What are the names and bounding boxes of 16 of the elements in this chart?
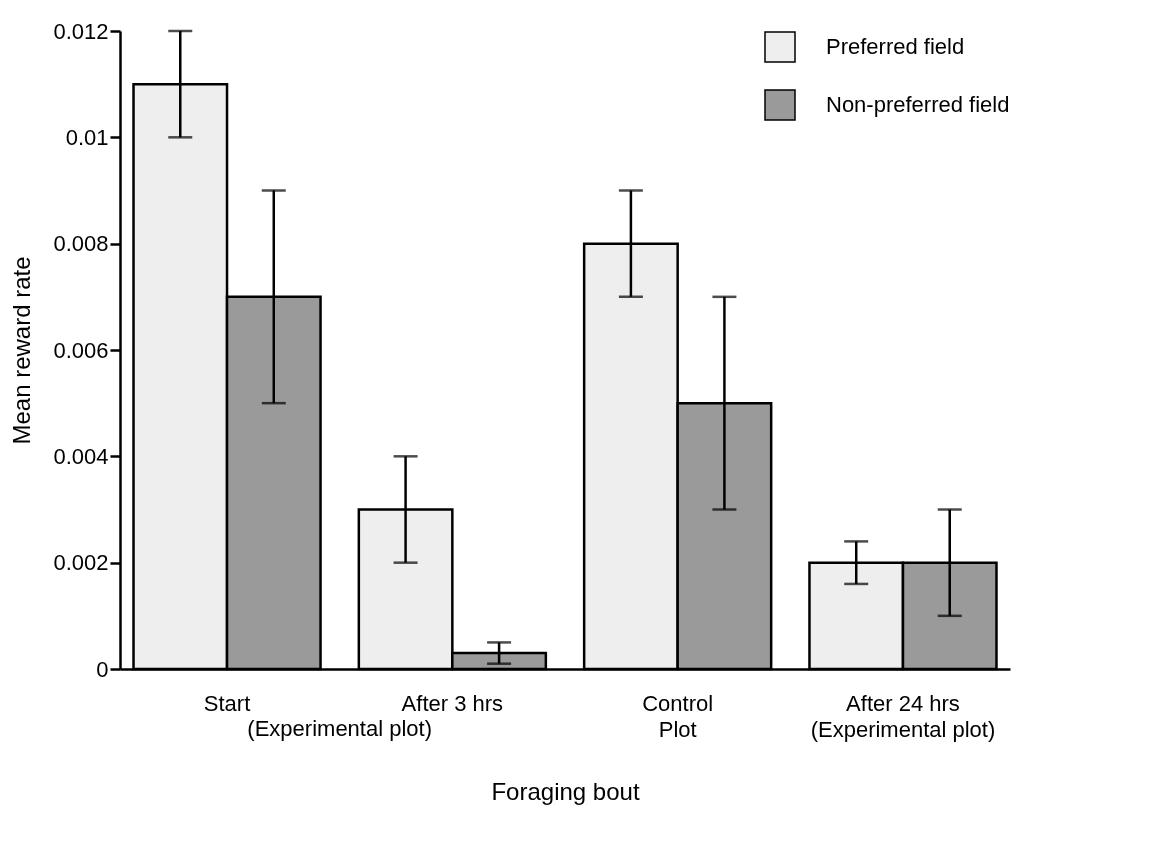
x-tick-label: Start: [203, 690, 251, 716]
legend-label: Preferred field: [826, 34, 965, 59]
y-tick-label: 0.012: [53, 18, 109, 44]
x-tick-label: After 24 hrs (Experimental plot): [810, 690, 996, 742]
x-tick-label: After 3 hrs: [401, 690, 504, 716]
x-axis-title: Foraging bout: [491, 777, 640, 805]
y-tick-label: 0.002: [53, 550, 109, 576]
x-tick-label: Control Plot: [642, 690, 714, 742]
y-axis-title: Mean reward rate: [8, 256, 36, 445]
text: (Experimental plot): [247, 716, 432, 741]
y-tick-label: 0.004: [53, 443, 109, 469]
y-tick-label: 0.006: [53, 337, 109, 363]
y-tick-label: 0.008: [53, 231, 109, 257]
legend-label: Non-preferred field: [826, 92, 1010, 117]
y-tick-label: 0: [96, 656, 109, 682]
y-tick-label: 0.01: [65, 124, 109, 150]
